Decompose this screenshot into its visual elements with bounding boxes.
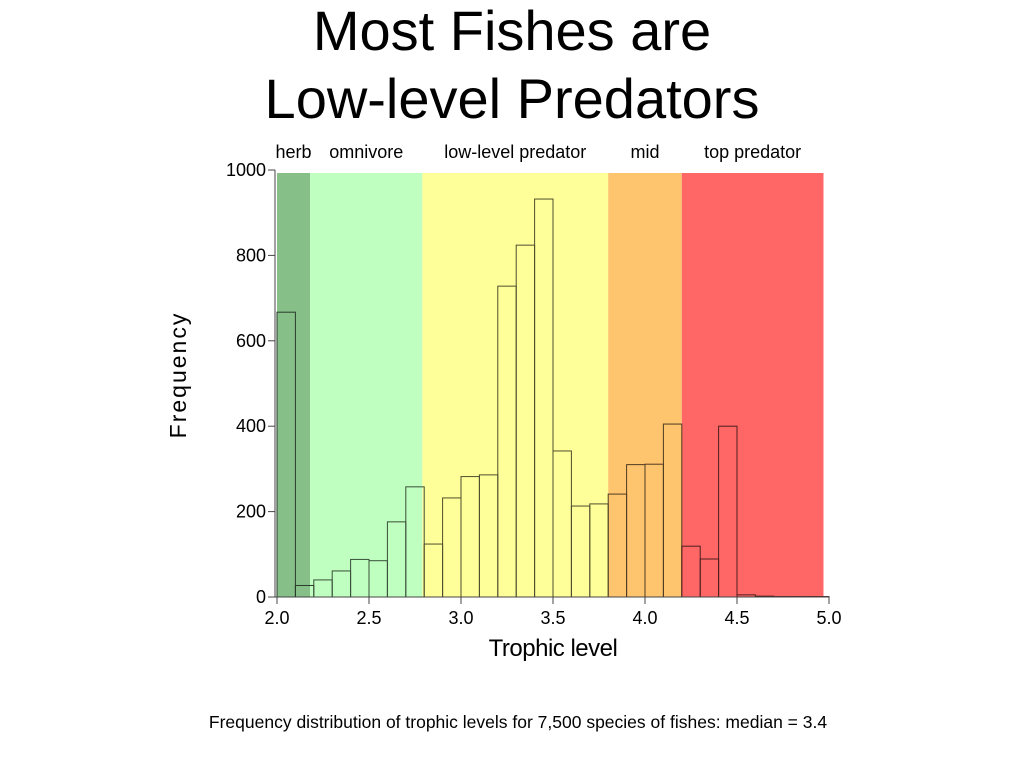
title-line: Most Fishes are [312,0,712,62]
region-band [422,173,609,597]
region-label: omnivore [329,142,403,162]
region-band [681,173,824,597]
x-tick-label: 2.0 [264,608,289,628]
x-tick-label: 2.5 [356,608,381,628]
y-tick-label: 800 [236,245,266,265]
y-tick-label: 1000 [226,160,266,180]
region-label: low-level predator [444,142,586,162]
x-tick-label: 4.0 [632,608,657,628]
region-bands [277,173,824,597]
y-tick-label: 600 [236,331,266,351]
region-label: mid [630,142,659,162]
x-tick-label: 5.0 [816,608,841,628]
y-tick-label: 400 [236,416,266,436]
y-tick-label: 200 [236,502,266,522]
y-axis: 0 200 400 600 800 1000 [226,160,276,607]
x-axis-label: Trophic level [489,635,618,662]
title-line: Low-level Predators [264,67,760,130]
slide-caption: Frequency distribution of trophic levels… [208,712,828,732]
slide-title: Most Fishes are Low-level Predators [0,0,1024,133]
region-band [310,173,423,597]
region-band [277,173,311,597]
x-axis: 2.0 2.5 3.0 3.5 4.0 4.5 5.0 [264,596,842,628]
y-tick-label: 0 [256,587,266,607]
y-axis-label: Frequency [165,312,191,439]
x-tick-label: 3.5 [540,608,565,628]
x-tick-label: 4.5 [724,608,749,628]
region-label: herb [276,142,312,162]
region-label: top predator [704,142,801,162]
region-labels: herb omnivore low-level predator mid top pre… [276,142,802,162]
x-tick-label: 3.0 [448,608,473,628]
